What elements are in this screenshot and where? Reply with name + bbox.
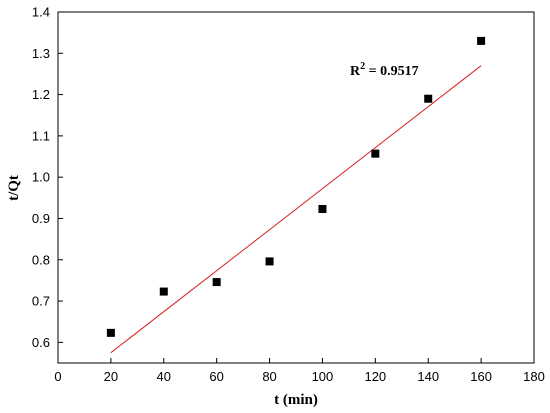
x-tick-label: 80 (262, 369, 276, 384)
r-squared-annotation: R2 = 0.9517 (350, 61, 419, 79)
y-tick-label: 1.1 (32, 128, 50, 143)
r-squared-value: = 0.9517 (365, 64, 418, 79)
data-points (106, 36, 486, 337)
x-tick-label: 100 (312, 369, 334, 384)
data-point (212, 278, 221, 287)
data-point (371, 149, 380, 158)
y-tick-label: 1.3 (32, 46, 50, 61)
y-axis-title: t/Qt (6, 175, 22, 201)
y-tick-label: 1.4 (32, 5, 50, 20)
x-tick-label: 140 (417, 369, 439, 384)
y-tick-label: 0.7 (32, 294, 50, 309)
data-point (106, 328, 115, 337)
y-tick-label: 1.2 (32, 87, 50, 102)
y-tick-label: 1.0 (32, 170, 50, 185)
data-point (424, 94, 433, 103)
fit-line-group (110, 65, 482, 354)
x-tick-label: 0 (54, 369, 61, 384)
r-squared-prefix: R (350, 64, 361, 79)
x-tick-label: 120 (364, 369, 386, 384)
data-point (477, 36, 486, 45)
y-axis: 0.6 0.7 0.8 0.9 1.0 1.1 1.2 1.3 1.4 (32, 5, 63, 350)
x-tick-label: 60 (209, 369, 223, 384)
x-tick-label: 40 (157, 369, 171, 384)
r-squared-sup: 2 (360, 61, 365, 72)
y-tick-label: 0.6 (32, 335, 50, 350)
plot-frame (57, 11, 535, 364)
y-tick-label: 0.8 (32, 252, 50, 267)
x-axis-title: t (min) (274, 392, 318, 408)
data-point (159, 287, 168, 296)
x-tick-label: 20 (104, 369, 118, 384)
data-point (265, 257, 274, 266)
fit-line (110, 65, 482, 354)
x-axis: 0 20 40 60 80 100 120 140 160 180 (54, 358, 545, 384)
y-tick-label: 0.9 (32, 211, 50, 226)
x-tick-label: 160 (470, 369, 492, 384)
x-tick-label: 180 (523, 369, 545, 384)
data-point (318, 204, 327, 213)
